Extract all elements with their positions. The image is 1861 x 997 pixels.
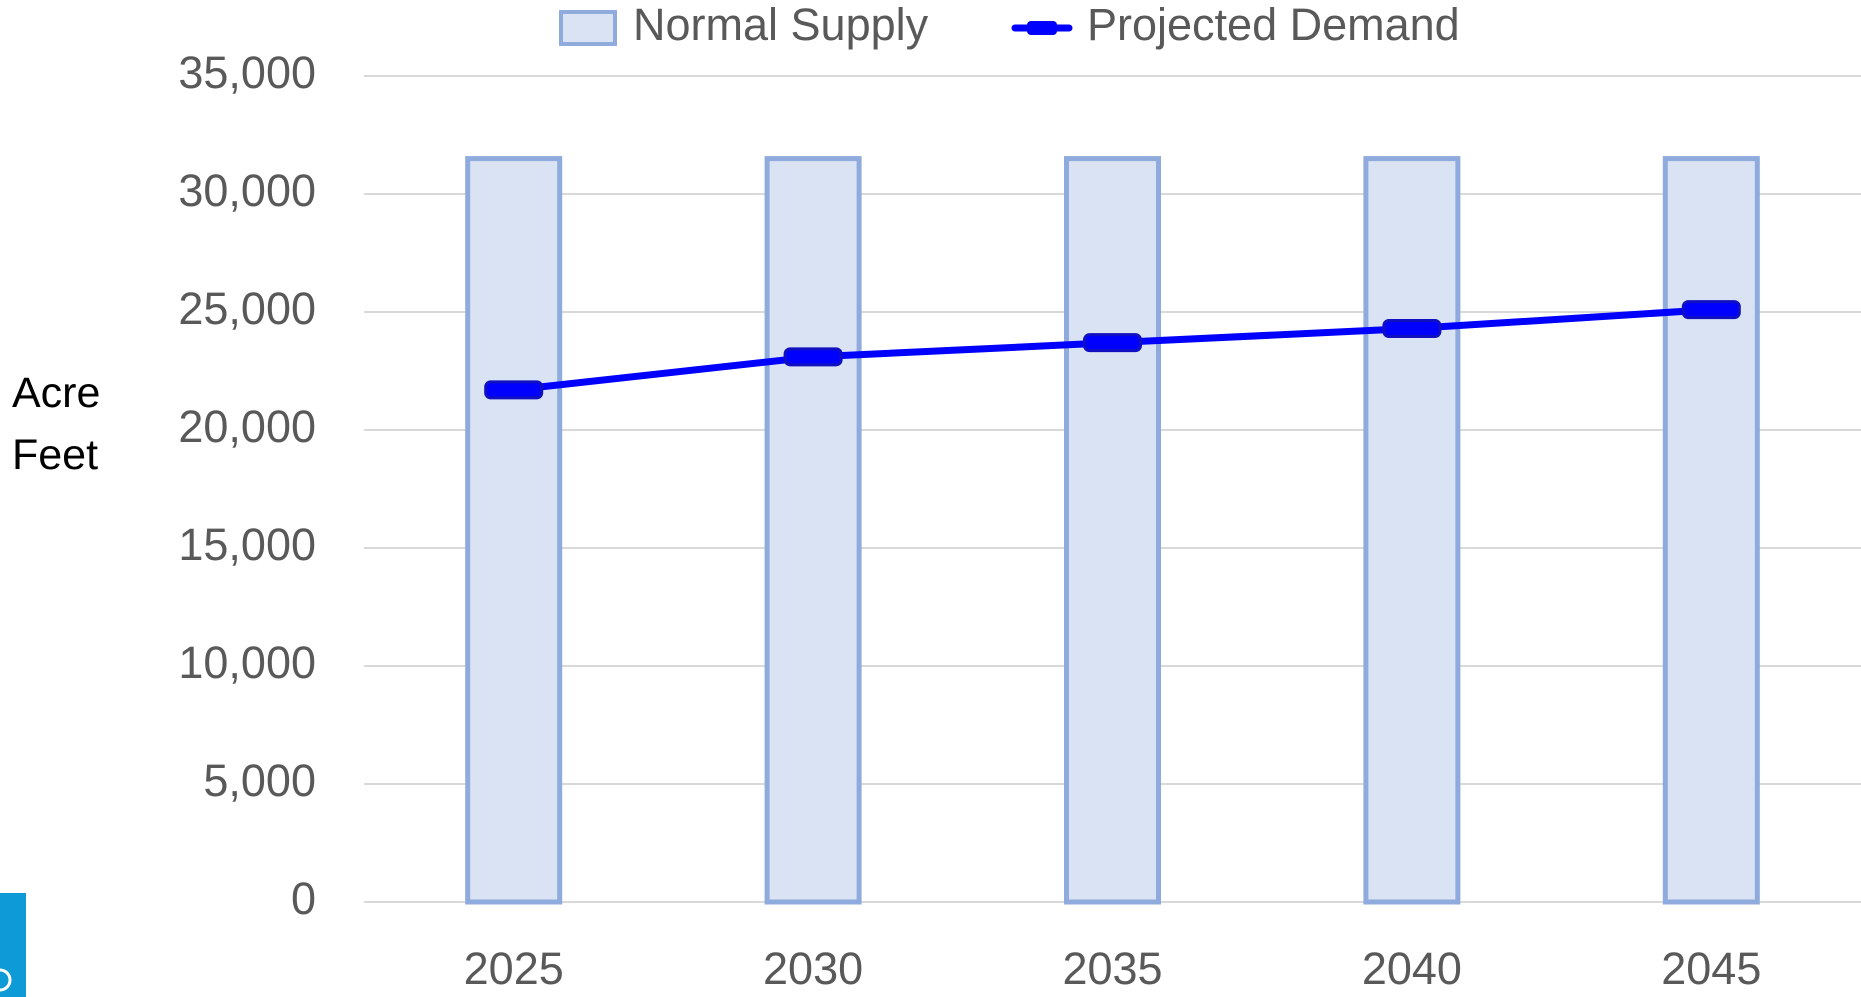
x-tick-label: 2025 — [464, 943, 564, 994]
legend-label: Normal Supply — [633, 0, 929, 50]
y-tick-label: 20,000 — [178, 401, 316, 452]
bar — [1662, 156, 1760, 905]
x-tick-label: 2030 — [763, 943, 863, 994]
bar — [764, 156, 862, 905]
bar — [1363, 156, 1461, 905]
line-marker — [1382, 319, 1442, 339]
y-tick-label: 30,000 — [178, 165, 316, 216]
decoration — [0, 968, 12, 992]
y-tick-label: 10,000 — [178, 637, 316, 688]
x-tick-label: 2035 — [1062, 943, 1162, 994]
line-marker — [1681, 300, 1741, 320]
y-tick-label: 25,000 — [178, 283, 316, 334]
bar — [1064, 156, 1161, 905]
x-tick-label: 2045 — [1661, 943, 1761, 994]
line-marker — [1083, 333, 1142, 353]
y-axis-label: Acre Feet — [12, 369, 101, 479]
y-tick-label: 0 — [291, 873, 316, 924]
y-tick-label: 5,000 — [203, 755, 316, 806]
line-marker — [484, 380, 544, 400]
y-tick-label: 15,000 — [178, 519, 316, 570]
x-tick-label: 2040 — [1362, 943, 1462, 994]
legend-swatch — [1027, 21, 1057, 35]
legend-swatch — [559, 10, 617, 46]
bar — [465, 156, 563, 905]
decoration — [0, 893, 26, 997]
y-tick-label: 35,000 — [178, 47, 316, 98]
line-marker — [783, 347, 843, 367]
legend-label: Projected Demand — [1087, 0, 1460, 50]
